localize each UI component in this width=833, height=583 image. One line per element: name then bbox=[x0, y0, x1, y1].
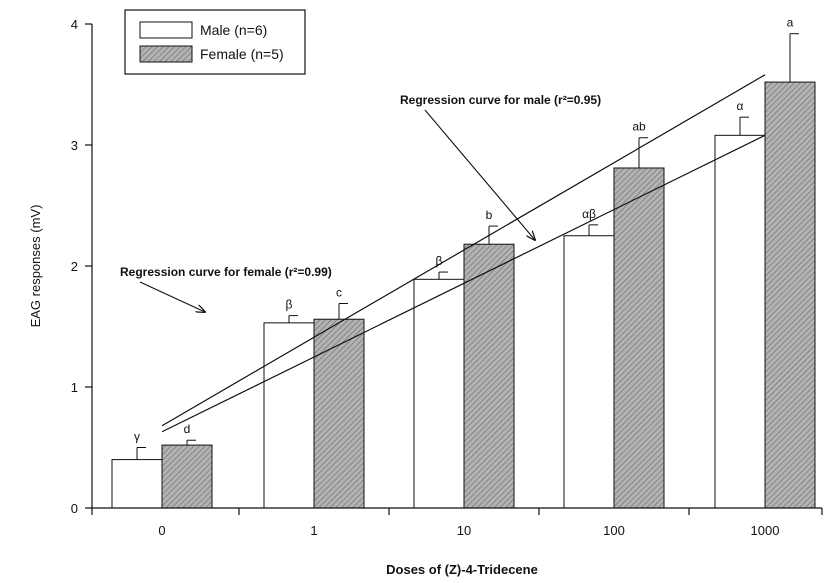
series-female: d c b ab a bbox=[161, 16, 816, 509]
bar-male-3 bbox=[563, 235, 615, 509]
legend-label-male: Male (n=6) bbox=[200, 22, 267, 38]
bar-male-4 bbox=[714, 134, 766, 509]
legend-label-female: Female (n=5) bbox=[200, 46, 284, 62]
x-tick-label-0: 0 bbox=[158, 523, 165, 538]
annotation-arrow-female bbox=[139, 281, 205, 312]
bar-female-1 bbox=[313, 318, 365, 509]
y-tick-label-1: 1 bbox=[71, 380, 78, 395]
annotation-male: Regression curve for male (r²=0.95) bbox=[400, 93, 601, 107]
bar-male-0 bbox=[111, 459, 163, 509]
bar-female-3 bbox=[613, 167, 665, 509]
significance-label-3: αβ bbox=[582, 207, 596, 221]
significance-label-2: β bbox=[436, 254, 443, 268]
y-tick-label-3: 3 bbox=[71, 138, 78, 153]
regression-line-male bbox=[161, 134, 766, 433]
axes: 0 1 2 3 4 0 1 10 100 1000 bbox=[71, 17, 823, 538]
x-tick-label-3: 100 bbox=[603, 523, 625, 538]
significance-label-0: d bbox=[184, 422, 191, 436]
bar-female-4 bbox=[764, 81, 816, 509]
significance-label-4: α bbox=[737, 99, 744, 113]
annotation-female: Regression curve for female (r²=0.99) bbox=[120, 265, 332, 279]
x-axis-title: Doses of (Z)-4-Tridecene bbox=[386, 562, 538, 577]
legend-box bbox=[124, 9, 306, 75]
bar-female-2 bbox=[463, 243, 515, 509]
significance-label-1: c bbox=[336, 286, 342, 300]
legend-swatch-female bbox=[139, 45, 193, 63]
x-tick-label-1: 1 bbox=[310, 523, 317, 538]
series-male: γ β β αβ α bbox=[111, 99, 766, 509]
y-tick-label-2: 2 bbox=[71, 259, 78, 274]
x-tick-label-2: 10 bbox=[457, 523, 471, 538]
legend-swatch-male bbox=[139, 21, 193, 39]
bar-male-2 bbox=[413, 278, 465, 509]
regression-line-female bbox=[161, 74, 766, 427]
bar-female-0 bbox=[161, 444, 213, 509]
significance-label-4: a bbox=[787, 16, 794, 30]
y-axis-title: EAG responses (mV) bbox=[28, 205, 43, 328]
bar-male-1 bbox=[263, 322, 315, 509]
legend: Male (n=6) Female (n=5) bbox=[124, 9, 306, 75]
significance-label-1: β bbox=[286, 298, 293, 312]
significance-label-0: γ bbox=[134, 430, 140, 444]
x-tick-label-4: 1000 bbox=[751, 523, 780, 538]
plot-area: γ β β αβ α d c b ab a bbox=[111, 16, 816, 509]
y-tick-label-4: 4 bbox=[71, 17, 78, 32]
significance-label-2: b bbox=[486, 208, 493, 222]
significance-label-3: ab bbox=[632, 120, 646, 134]
annotation-arrow-male bbox=[424, 109, 535, 240]
y-tick-label-0: 0 bbox=[71, 501, 78, 516]
